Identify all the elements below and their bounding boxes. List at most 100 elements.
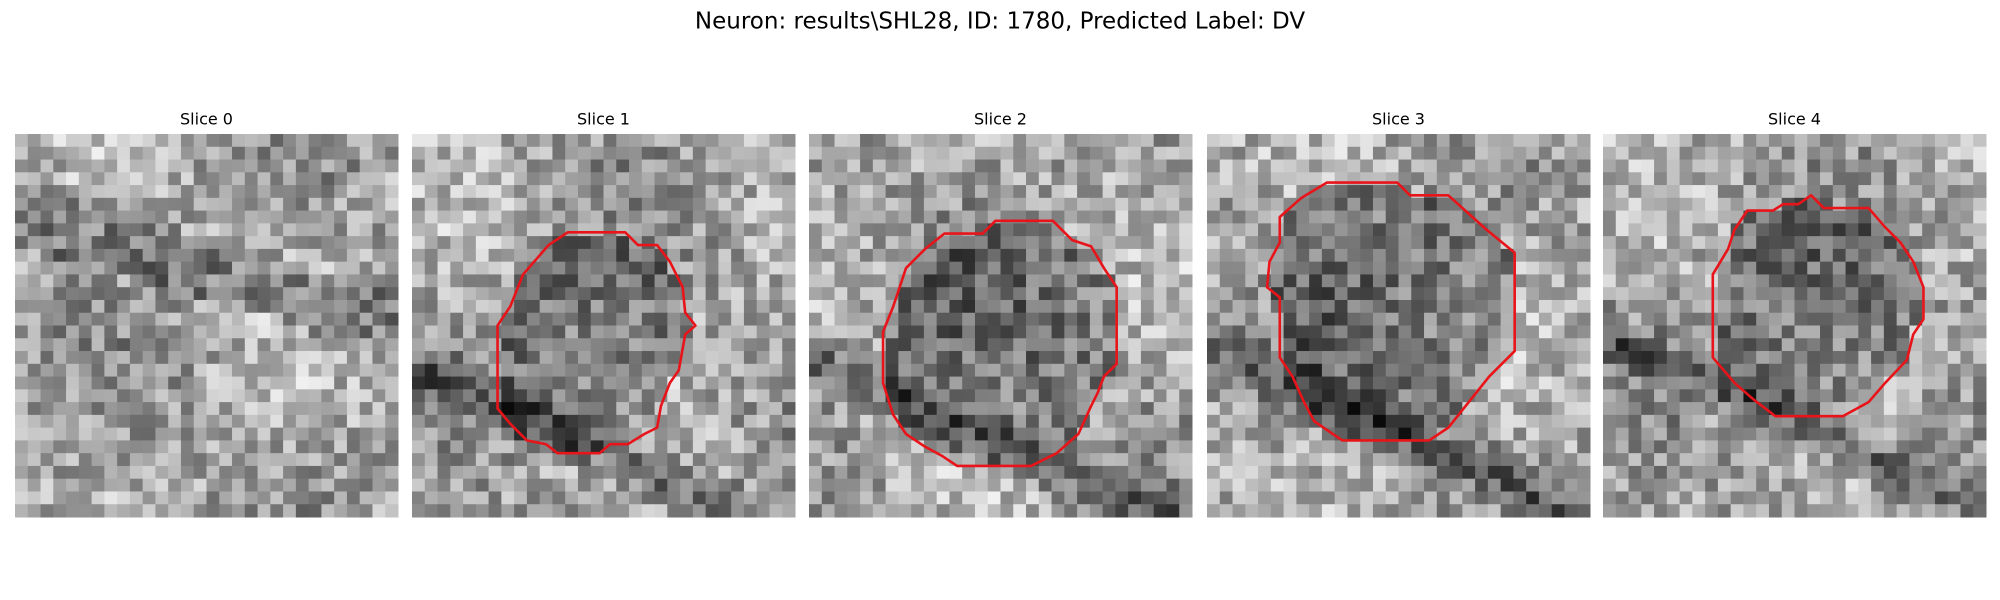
pixel bbox=[1258, 440, 1272, 454]
pixel bbox=[1717, 338, 1732, 352]
pixel bbox=[437, 465, 451, 480]
pixel bbox=[847, 185, 861, 199]
pixel bbox=[718, 453, 732, 467]
pixel bbox=[1934, 440, 1949, 454]
pixel bbox=[1692, 261, 1706, 275]
pixel bbox=[539, 274, 553, 288]
pixel bbox=[680, 453, 694, 467]
pixel bbox=[1781, 134, 1795, 148]
pixel bbox=[1934, 427, 1949, 441]
pixel bbox=[334, 287, 348, 301]
pixel bbox=[577, 287, 592, 301]
pixel bbox=[1628, 465, 1642, 480]
pixel bbox=[1321, 248, 1336, 263]
pixel bbox=[936, 465, 950, 480]
pixel bbox=[1166, 440, 1180, 454]
pixel bbox=[53, 453, 67, 467]
pixel bbox=[91, 261, 105, 275]
pixel bbox=[1321, 274, 1336, 288]
pixel bbox=[1960, 504, 1974, 518]
pixel bbox=[346, 325, 361, 339]
pixel bbox=[923, 248, 938, 263]
pixel bbox=[974, 261, 989, 275]
pixel bbox=[180, 236, 195, 250]
pixel bbox=[1179, 491, 1193, 505]
pixel bbox=[1153, 299, 1167, 314]
pixel bbox=[1219, 236, 1234, 250]
pixel bbox=[718, 465, 732, 480]
pixel bbox=[206, 159, 220, 173]
pixel bbox=[193, 197, 207, 212]
pixel bbox=[577, 325, 592, 339]
pixel bbox=[782, 504, 796, 518]
pixel bbox=[1832, 146, 1847, 161]
pixel bbox=[1858, 287, 1872, 301]
pixel bbox=[1526, 299, 1540, 314]
pixel bbox=[321, 363, 335, 378]
pixel bbox=[295, 185, 310, 199]
pixel bbox=[385, 402, 399, 416]
pixel bbox=[1360, 427, 1374, 441]
pixel bbox=[923, 197, 938, 212]
pixel bbox=[834, 287, 848, 301]
pixel bbox=[334, 172, 348, 186]
pixel bbox=[1064, 159, 1078, 173]
pixel bbox=[1462, 478, 1476, 492]
pixel bbox=[1551, 325, 1565, 339]
pixel bbox=[1666, 159, 1681, 173]
pixel bbox=[769, 351, 783, 365]
pixel bbox=[270, 236, 284, 250]
pixel bbox=[372, 134, 386, 148]
pixel bbox=[1449, 274, 1463, 288]
pixel bbox=[1487, 504, 1502, 518]
pixel bbox=[1603, 402, 1617, 416]
pixel bbox=[501, 427, 515, 441]
pixel bbox=[590, 172, 604, 186]
pixel bbox=[962, 236, 976, 250]
pixel bbox=[1115, 146, 1129, 161]
pixel bbox=[206, 453, 220, 467]
pixel bbox=[206, 440, 220, 454]
pixel bbox=[1207, 185, 1221, 199]
pixel bbox=[501, 287, 515, 301]
pixel bbox=[1258, 197, 1272, 212]
pixel bbox=[66, 134, 80, 148]
pixel bbox=[1858, 491, 1872, 505]
pixel bbox=[539, 299, 553, 314]
pixel bbox=[1526, 453, 1540, 467]
pixel bbox=[1654, 287, 1668, 301]
pixel bbox=[1051, 351, 1065, 365]
pixel bbox=[1064, 223, 1078, 237]
pixel bbox=[949, 172, 963, 186]
pixel bbox=[1321, 223, 1336, 237]
pixel bbox=[232, 261, 246, 275]
pixel bbox=[603, 363, 617, 378]
pixel bbox=[1258, 312, 1272, 326]
pixel bbox=[1207, 197, 1221, 212]
pixel bbox=[1270, 402, 1285, 416]
pixel bbox=[1398, 402, 1412, 416]
pixel bbox=[359, 351, 373, 365]
pixel bbox=[295, 427, 310, 441]
pixel bbox=[412, 491, 426, 505]
pixel bbox=[1551, 376, 1565, 390]
pixel bbox=[641, 351, 656, 365]
pixel bbox=[847, 465, 861, 480]
pixel bbox=[501, 248, 515, 263]
pixel bbox=[1102, 210, 1116, 224]
pixel bbox=[1128, 389, 1142, 403]
pixel bbox=[1845, 248, 1859, 263]
pixel bbox=[1934, 197, 1949, 212]
pixel bbox=[1564, 159, 1578, 173]
pixel bbox=[987, 465, 1001, 480]
pixel bbox=[1743, 376, 1757, 390]
pixel bbox=[1321, 389, 1336, 403]
pixel bbox=[1334, 287, 1348, 301]
pixel bbox=[1140, 236, 1155, 250]
pixel bbox=[91, 146, 105, 161]
pixel bbox=[1513, 440, 1527, 454]
pixel bbox=[692, 146, 707, 161]
pixel bbox=[514, 351, 528, 365]
pixel bbox=[1781, 159, 1795, 173]
